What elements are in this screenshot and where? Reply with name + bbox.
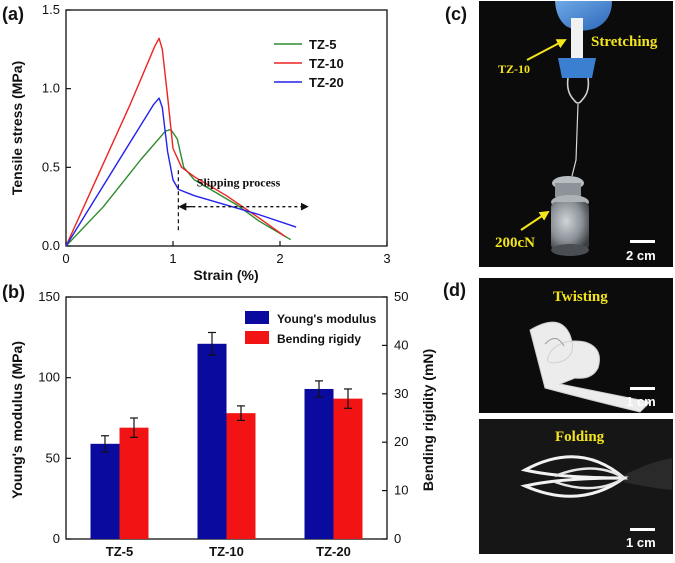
- scale-bar-c: [630, 240, 655, 243]
- label-stretching: Stretching: [591, 34, 658, 50]
- plot-a-ticks: 0 1 2 3 0.0 0.5 1.0 1.5: [42, 2, 391, 266]
- x-tick-label: TZ-5: [106, 544, 133, 559]
- legend-label-tz-5: TZ-5: [309, 37, 336, 52]
- plot-b-legend: Young's modulus Bending rigidy: [245, 311, 377, 346]
- legend-swatch-youngs-modulus: [245, 311, 269, 324]
- plot-a-xlabel: Strain (%): [193, 267, 258, 283]
- bar-youngs-modulus-tz-10: [197, 343, 227, 539]
- plot-a-annotation: Slipping process: [177, 167, 309, 231]
- scale-label-c: 2 cm: [626, 248, 656, 263]
- y2-tick-label: 10: [394, 483, 408, 498]
- y-tick-label: 0.5: [42, 159, 60, 174]
- twisted-strip: [529, 321, 652, 413]
- folded-loop-1: [520, 455, 629, 480]
- bar-youngs-modulus-tz-20: [304, 388, 334, 539]
- x-tick-label: 3: [383, 251, 390, 266]
- scale-bar-d-bottom: [630, 528, 655, 531]
- y-tick-label: 50: [46, 450, 60, 465]
- y2-tick-label: 40: [394, 337, 408, 352]
- legend-label-tz-20: TZ-20: [309, 75, 344, 90]
- bar-bending-rigidity-tz-20: [333, 398, 363, 539]
- scale-label-d-top: 1 cm: [626, 394, 656, 409]
- plot-b-y2label: Bending rigidity (mN): [420, 349, 436, 491]
- y2-tick-label: 0: [394, 531, 401, 546]
- series-line-tz-5: [65, 128, 292, 247]
- x-tick-label: 2: [276, 251, 283, 266]
- y2-tick-label: 30: [394, 386, 408, 401]
- panel-label-a: (a): [2, 4, 24, 24]
- legend-label-youngs-modulus: Young's modulus: [277, 312, 377, 326]
- y-tick-label: 150: [38, 289, 60, 304]
- plot-b-bars: [90, 331, 363, 539]
- binder-clip-icon: [558, 58, 596, 78]
- bar-bending-rigidity-tz-5: [119, 427, 149, 539]
- y-tick-label: 1.0: [42, 81, 60, 96]
- panel-label-b: (b): [2, 282, 25, 302]
- panel-label-d: (d): [443, 280, 466, 300]
- label-200cN: 200cN: [495, 235, 535, 251]
- label-folding: Folding: [555, 429, 605, 445]
- plot-a-series: [65, 37, 297, 247]
- glove-icon: [555, 1, 612, 31]
- x-tick-label: TZ-10: [209, 544, 244, 559]
- panel-c: (c) Stretching TZ-10 200cN 2 cm: [445, 1, 673, 267]
- y-tick-label: 0: [53, 531, 60, 546]
- series-line-tz-20: [65, 97, 297, 247]
- panel-d: (d) Twisting 1 cm Folding 1 cm: [443, 278, 673, 554]
- y2-tick-label: 20: [394, 434, 408, 449]
- plot-a-ylabel: Tensile stress (MPa): [9, 61, 25, 195]
- weight-icon: [551, 202, 589, 250]
- y-tick-label: 100: [38, 370, 60, 385]
- legend-swatch-bending-rigidity: [245, 331, 269, 344]
- tweezers-icon: [624, 458, 672, 490]
- bar-bending-rigidity-tz-10: [226, 413, 256, 539]
- y2-tick-label: 50: [394, 289, 408, 304]
- bar-youngs-modulus-tz-5: [90, 443, 120, 539]
- x-tick-label: 1: [169, 251, 176, 266]
- legend-label-tz-10: TZ-10: [309, 56, 344, 71]
- y-tick-label: 0.0: [42, 238, 60, 253]
- plot-a-frame: [65, 9, 388, 247]
- x-tick-label: TZ-20: [316, 544, 351, 559]
- scale-label-d-bottom: 1 cm: [626, 535, 656, 550]
- y-tick-label: 1.5: [42, 2, 60, 17]
- plot-b-ylabel: Young's modulus (MPa): [9, 341, 25, 499]
- scale-bar-d-top: [630, 387, 655, 390]
- string: [571, 103, 579, 177]
- clip-wire: [566, 77, 590, 101]
- label-twisting: Twisting: [553, 289, 608, 305]
- plot-a-legend: TZ-5 TZ-10 TZ-20: [274, 37, 344, 90]
- legend-label-bending-rigidity: Bending rigidy: [277, 332, 361, 346]
- panel-a: (a) 0 1 2 3 0.0 0.5 1.0 1.5 Slipping process TZ…: [2, 2, 391, 283]
- label-tz10: TZ-10: [498, 62, 530, 76]
- panel-label-c: (c): [445, 4, 467, 24]
- panel-b: (b) 0 50 100 150 0 10 20 30 40 50 TZ-5 TZ-10 TZ-20 Y…: [2, 282, 436, 559]
- x-tick-label: 0: [62, 251, 69, 266]
- series-line-tz-10: [65, 37, 286, 247]
- plot-b-ticks: 0 50 100 150 0 10 20 30 40 50 TZ-5 TZ-10 TZ-20: [38, 289, 408, 559]
- sample-strip: [571, 18, 583, 70]
- folded-loop-2: [520, 476, 629, 498]
- annotation-text: Slipping process: [197, 176, 281, 190]
